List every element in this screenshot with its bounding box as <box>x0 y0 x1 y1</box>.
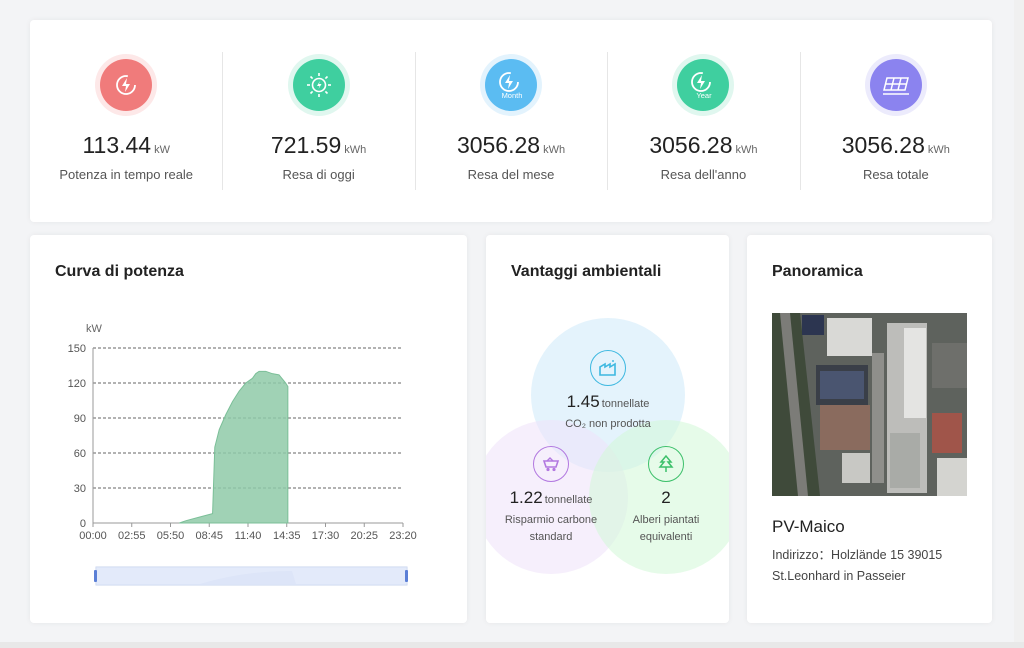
x-tick-label: 02:55 <box>118 530 146 542</box>
x-tick-label: 20:25 <box>350 530 378 542</box>
stat-value: 3056.28 <box>456 132 541 158</box>
x-tick-label: 17:30 <box>312 530 340 542</box>
coal-label-line2: standard <box>529 530 573 543</box>
co2-item: 1.45 tonnellate CO₂ non prodotta <box>538 350 678 433</box>
plant-name: PV-Maico <box>772 517 845 536</box>
y-tick-label: 150 <box>68 343 86 355</box>
stat-label: Potenza in tempo reale <box>59 167 194 182</box>
y-tick-label: 30 <box>74 483 86 495</box>
panel-title: Panoramica <box>772 263 863 280</box>
plant-aerial-photo[interactable] <box>772 313 967 496</box>
stat-icon-ring: Month <box>480 54 543 116</box>
stat-icon-ring: Year <box>672 54 735 116</box>
horizontal-scrollbar[interactable] <box>0 642 1024 648</box>
zoom-handle-right[interactable] <box>405 570 408 582</box>
zoom-selection[interactable] <box>96 567 407 585</box>
trees-value: 2 <box>661 488 671 507</box>
trees-label-line2: equivalenti <box>639 530 693 543</box>
stat-label: Resa totale <box>862 167 929 182</box>
tree-bubble <box>589 420 729 574</box>
data-zoom-slider[interactable] <box>94 566 408 586</box>
year-icon: Year <box>677 59 730 111</box>
y-axis-label: kW <box>86 323 103 335</box>
x-tick-label: 23:20 <box>389 530 417 542</box>
stat-value: 3056.28 <box>841 132 925 158</box>
y-tick-label: 120 <box>68 378 86 390</box>
plant-address: Indirizzo：Holzlände 15 39015 St.Leonhard… <box>772 545 982 586</box>
stat-unit: kWh <box>344 144 367 156</box>
power-chart[interactable]: kW 0 30 60 90 120 150 00:00 02:55 05:50 08:45 11:4… <box>30 235 467 623</box>
page-scrollbar[interactable] <box>1014 0 1024 648</box>
power-curve-card: Curva di potenza kW 0 30 60 90 120 150 00:00 02… <box>30 235 467 623</box>
stat-year-yield: Year 3056.28 kWh Resa dell'anno <box>607 20 799 222</box>
stat-total-yield: 3056.28 kWh Resa totale <box>799 20 992 222</box>
stat-label: Resa di oggi <box>282 167 355 182</box>
coal-unit: tonnellate <box>544 494 593 506</box>
stat-value: 721.59 <box>270 132 342 158</box>
stat-label: Resa del mese <box>467 167 555 182</box>
coal-item: 1.22 tonnellate Risparmio carbone standard <box>490 446 612 545</box>
tree-icon <box>648 446 684 482</box>
panel-title: Vantaggi ambientali <box>511 263 662 280</box>
coal-value: 1.22 <box>509 488 543 507</box>
power-area <box>179 370 289 524</box>
trees-label-line1: Alberi piantati <box>632 514 700 526</box>
overview-card: Panoramica PV-Maico Indirizzo：Holzlände … <box>747 235 992 623</box>
address-value: Holzlände 15 39015 St.Leonhard in Passei… <box>772 548 943 583</box>
stats-card: 113.44 kW Potenza in tempo reale 721.59 kW… <box>30 20 992 222</box>
x-tick-label: 00:00 <box>79 530 107 542</box>
stat-unit: kWh <box>735 144 758 156</box>
x-tick-label: 05:50 <box>157 530 185 542</box>
lightning-icon <box>100 59 153 111</box>
coal-label-line1: Risparmio carbone <box>504 514 598 526</box>
stat-icon-ring <box>287 54 350 116</box>
trees-label: Alberi piantati equivalenti <box>633 512 700 545</box>
sun-icon <box>292 59 345 111</box>
stat-unit: kWh <box>543 144 566 156</box>
stat-month-yield: Month 3056.28 kWh Resa del mese <box>414 20 607 222</box>
svg-text:Year: Year <box>697 91 713 100</box>
co2-unit: tonnellate <box>601 398 650 410</box>
coal-cart-icon <box>533 446 569 482</box>
stat-icon-ring <box>864 54 927 116</box>
y-tick-label: 0 <box>80 518 86 530</box>
y-tick-label: 90 <box>74 413 86 425</box>
stat-realtime-power: 113.44 kW Potenza in tempo reale <box>30 20 222 222</box>
stat-unit: kW <box>154 144 170 156</box>
stat-value: 113.44 <box>82 132 152 158</box>
stat-icon-ring <box>95 54 158 116</box>
zoom-handle-left[interactable] <box>94 570 97 582</box>
co2-value: 1.45 <box>566 392 600 411</box>
x-tick-label: 08:45 <box>195 530 223 542</box>
svg-text:Month: Month <box>502 91 523 100</box>
tree-item: 2 Alberi piantati equivalenti <box>610 446 722 545</box>
address-label: Indirizzo： <box>772 548 832 562</box>
stat-today-yield: 721.59 kWh Resa di oggi <box>222 20 414 222</box>
panel-title: Curva di potenza <box>55 263 184 280</box>
factory-icon <box>590 350 626 386</box>
stat-label: Resa dell'anno <box>660 167 747 182</box>
month-icon: Month <box>485 59 538 111</box>
solar-panel-icon <box>869 59 922 111</box>
environment-card: Vantaggi ambientali 1.45 tonnellate CO₂ n… <box>486 235 729 623</box>
stat-unit: kWh <box>927 144 950 156</box>
x-tick-label: 14:35 <box>273 530 301 542</box>
stat-value: 3056.28 <box>649 132 733 158</box>
co2-label: CO₂ non prodotta <box>565 418 651 430</box>
x-tick-label: 11:40 <box>235 530 262 542</box>
y-tick-label: 60 <box>74 448 86 460</box>
coal-label: Risparmio carbone standard <box>505 512 597 545</box>
